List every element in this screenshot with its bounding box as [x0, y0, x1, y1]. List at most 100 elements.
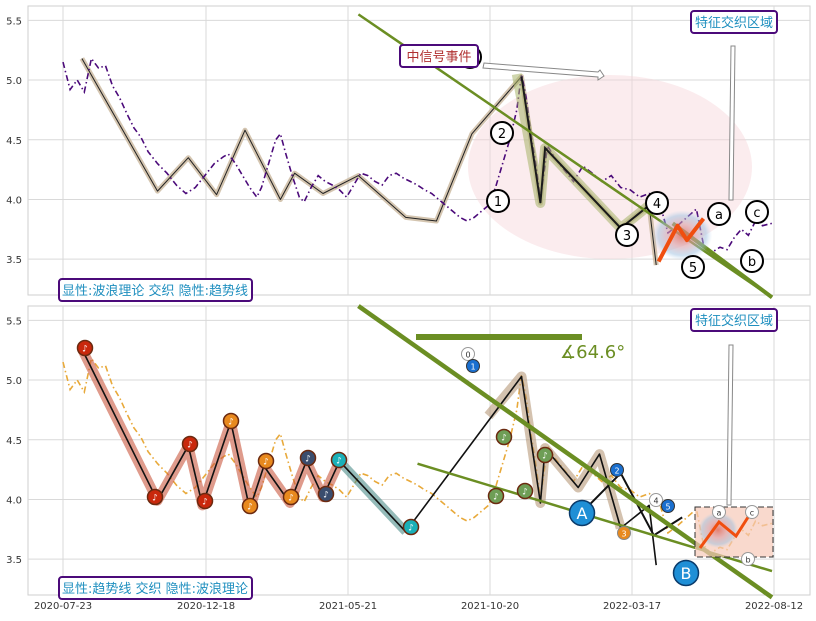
small-wave-dot-text: 1: [470, 363, 475, 372]
wave-label-2: 2: [490, 121, 514, 145]
bot-ytick-label: 5.5: [6, 316, 22, 327]
small-wave-dot: [617, 526, 631, 540]
note-marker: ♪: [487, 487, 505, 505]
small-wave-dot: [712, 505, 726, 519]
big-wave-label-A: A: [568, 499, 596, 527]
impulse-wave-line: [520, 76, 650, 230]
note-marker-circle: [146, 488, 164, 506]
bottom-badge-feature: 特征交织区域: [690, 308, 778, 332]
x-tick-label: 2022-03-17: [603, 601, 661, 612]
wave-circle-text: c: [753, 206, 760, 221]
feature-pointer: [728, 45, 736, 201]
bot-ytick-label: 5.0: [6, 376, 22, 387]
top-badge-feature-text: 特征交织区域: [695, 15, 773, 31]
x-tick-label: 2020-07-23: [34, 601, 92, 612]
note-marker-circle: [196, 492, 214, 510]
top-badge-mode: 显性:波浪理论 交织 隐性:趋势线: [58, 278, 253, 302]
note-marker-circle: [181, 435, 199, 453]
x-tick-label: 2021-05-21: [319, 601, 377, 612]
note-marker-circle: [76, 339, 94, 357]
x-tick-label: 2020-12-18: [177, 601, 235, 612]
wave-label-b: b: [740, 249, 764, 273]
wave-label-c: c: [745, 200, 769, 224]
note-marker-glyph: ♪: [288, 494, 294, 504]
signal-callout: 中信号事件: [399, 44, 479, 68]
note-marker-circle: [402, 518, 420, 536]
big-wave-label-B: B: [672, 559, 700, 587]
bottom-badge-mode: 显性:趋势线 交织 隐性:波浪理论: [58, 576, 253, 600]
note-marker: ♪: [330, 451, 348, 469]
trend-angle-label: ∡64.6°: [560, 342, 625, 363]
wave-circle: [486, 189, 510, 213]
note-marker-circle: [495, 428, 513, 446]
small-wave-dot: [745, 505, 759, 519]
wave-circle-text: 2: [498, 127, 506, 142]
wave-circle-text: 4: [653, 197, 661, 212]
top-ytick-label: 5.0: [6, 76, 22, 87]
note-marker: ♪: [495, 428, 513, 446]
note-marker: ♪: [257, 452, 275, 470]
small-wave-dot: [466, 359, 480, 373]
note-marker-glyph: ♪: [202, 498, 208, 508]
note-marker: ♪: [76, 339, 94, 357]
note-marker-glyph: ♪: [152, 494, 158, 504]
wave-circle-text: 1: [494, 195, 502, 210]
small-wave-dot: [461, 347, 475, 361]
small-wave-dot-c: c: [745, 505, 759, 519]
note-marker-circle: [282, 488, 300, 506]
x-tick-label: 2021-10-20: [461, 601, 519, 612]
wave-circle-text: b: [748, 255, 756, 270]
wave-circle-text: 5: [689, 261, 697, 276]
note-marker-glyph: ♪: [501, 434, 507, 444]
note-marker-circle: [536, 446, 554, 464]
note-marker-circle: [487, 487, 505, 505]
note-marker: ♪: [402, 518, 420, 536]
top-ytick-label: 5.5: [6, 16, 22, 27]
wave-line-bottom: [81, 348, 657, 566]
note-marker-glyph: ♪: [493, 493, 499, 503]
note-marker-circle: [241, 497, 259, 515]
small-wave-dot: [610, 463, 624, 477]
wave-label-5: 5: [681, 255, 705, 279]
wave-circle: [740, 249, 764, 273]
big-wave-circle: [568, 499, 596, 527]
note-marker-circle: [222, 412, 240, 430]
small-wave-dot-b: b: [741, 552, 755, 566]
wave-circle: [615, 223, 639, 247]
small-wave-dot-text: 2: [614, 467, 619, 476]
note-marker: ♪: [181, 435, 199, 453]
note-marker-glyph: ♪: [82, 345, 88, 355]
wave-circle: [745, 200, 769, 224]
small-wave-dot-text: c: [750, 509, 754, 518]
bottom-panel-marks: ♪ ♪ ♪ ♪ ♪ ♪ ♪ ♪ ♪ ♪ ♪ ♪ ♪ ♪ ♪ ♪ 01 2 3 45 a c b A B: [62, 304, 774, 600]
note-marker-glyph: ♪: [323, 491, 329, 501]
small-wave-dot-text: 3: [621, 530, 626, 539]
small-wave-dot-text: a: [717, 509, 722, 518]
note-marker-circle: [317, 485, 335, 503]
big-wave-circle: [672, 559, 700, 587]
note-marker: ♪: [196, 492, 214, 510]
price-series-line: [62, 56, 773, 255]
wave-circle-text: a: [715, 208, 723, 223]
note-marker-glyph: ♪: [247, 503, 253, 513]
wave-circle: [681, 255, 705, 279]
note-marker: ♪: [146, 488, 164, 506]
correction-wave-bottom: [698, 510, 754, 549]
signal-callout-text: 中信号事件: [406, 50, 471, 65]
note-marker-glyph: ♪: [542, 452, 548, 462]
note-marker-glyph: ♪: [305, 455, 311, 465]
note-marker-glyph: ♪: [336, 457, 342, 467]
top-ytick-label: 4.0: [6, 195, 22, 206]
bottom-badge-feature-text: 特征交织区域: [695, 313, 773, 329]
wave-circle-text: 3: [623, 229, 631, 244]
big-wave-text: A: [577, 504, 588, 523]
small-wave-dot: [661, 499, 675, 513]
small-wave-dot-5: 5: [661, 499, 675, 513]
wave-label-3: 3: [615, 223, 639, 247]
note-marker: ♪: [222, 412, 240, 430]
small-wave-dot-a: a: [712, 505, 726, 519]
feature-pointer-bottom: [726, 344, 734, 506]
small-wave-dot-text: 5: [665, 503, 670, 512]
note-marker: ♪: [317, 485, 335, 503]
